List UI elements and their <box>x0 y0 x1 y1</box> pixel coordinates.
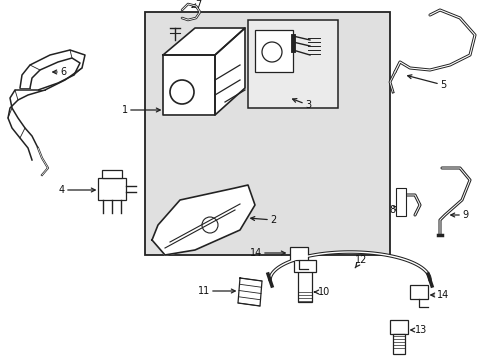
Bar <box>289 247 307 261</box>
Text: 3: 3 <box>292 99 310 110</box>
Text: 6: 6 <box>53 67 66 77</box>
Text: 11: 11 <box>197 286 235 296</box>
Bar <box>247 20 337 108</box>
Polygon shape <box>238 278 262 306</box>
Bar <box>254 30 292 72</box>
Text: 5: 5 <box>407 75 446 90</box>
Text: 1: 1 <box>122 105 160 115</box>
Text: 14: 14 <box>430 290 448 300</box>
Polygon shape <box>163 55 215 115</box>
Bar <box>145 12 389 255</box>
Bar <box>102 170 122 178</box>
Polygon shape <box>215 28 244 115</box>
Text: 7: 7 <box>192 0 201 10</box>
Text: 8: 8 <box>388 205 397 215</box>
Text: 14: 14 <box>249 248 285 258</box>
Text: 2: 2 <box>250 215 276 225</box>
Text: 9: 9 <box>450 210 467 220</box>
Text: 13: 13 <box>410 325 427 335</box>
Bar <box>293 260 315 272</box>
Bar <box>409 285 427 299</box>
Text: 12: 12 <box>354 255 366 268</box>
Polygon shape <box>163 28 244 55</box>
Polygon shape <box>152 185 254 255</box>
Text: 4: 4 <box>59 185 95 195</box>
Bar <box>392 334 404 354</box>
Text: 10: 10 <box>314 287 329 297</box>
Bar <box>395 188 405 216</box>
Bar <box>389 320 407 334</box>
Bar <box>297 270 311 302</box>
Bar <box>98 178 126 200</box>
